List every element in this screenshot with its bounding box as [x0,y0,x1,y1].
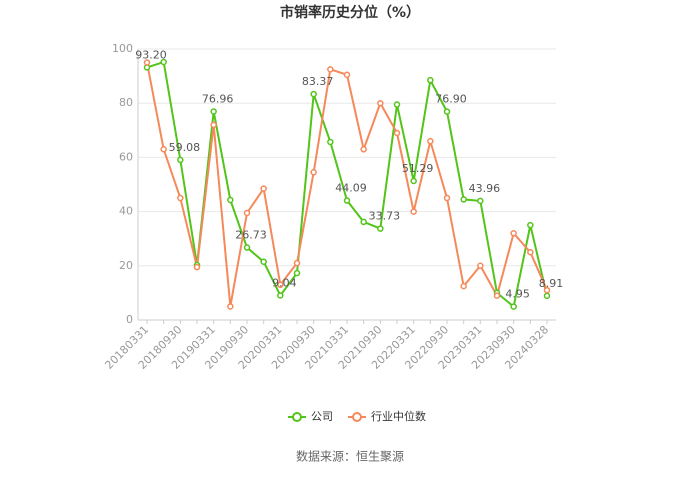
point [477,197,484,205]
point [477,262,484,270]
point [177,156,184,164]
point [410,208,417,215]
data-label: 76.90 [435,93,467,106]
point [460,196,467,203]
point [527,249,534,256]
point [393,129,401,137]
point [143,59,151,66]
data-label: 93.20 [135,48,167,61]
point [510,303,517,310]
point [377,99,384,107]
data-label: 44.09 [335,182,367,195]
point [310,169,317,176]
data-label: 43.96 [469,182,501,195]
point [343,197,351,204]
point [427,76,434,84]
legend-marker [292,412,302,422]
point [543,292,551,300]
point [310,90,317,98]
point [160,146,167,153]
data-label: 76.96 [202,92,234,105]
point [260,185,267,192]
data-label: 51.29 [402,162,434,175]
point [427,137,434,145]
point [360,146,367,153]
point [527,221,534,229]
point [510,230,517,237]
point [493,292,501,299]
chart-title: 市销率历史分位（%） [280,4,420,21]
point [160,58,167,66]
point [177,194,184,202]
data-label: 59.08 [169,141,201,154]
point [377,225,384,232]
point [277,281,284,289]
point [293,259,301,267]
point [327,138,334,146]
point [243,209,251,217]
point [343,71,351,78]
data-label: 4.95 [505,288,530,301]
y-tick-label: 20 [119,259,133,272]
data-label: 8.91 [539,277,564,290]
point [243,244,251,251]
legend-label: 公司 [311,410,333,423]
point [443,108,451,115]
source: 数据来源：恒生聚源 [296,449,404,464]
point [227,303,234,310]
point [293,269,301,277]
point [327,66,334,73]
legend-marker [352,412,362,422]
point [410,177,417,185]
point [393,101,401,108]
point [227,196,234,204]
point [460,282,467,290]
legend-label: 行业中位数 [371,409,426,423]
point [210,108,217,115]
data-label: 26.73 [235,229,267,242]
point [210,121,217,129]
y-tick-label: 0 [126,313,133,326]
data-label: 33.73 [369,210,401,223]
y-tick-label: 80 [119,96,133,109]
data-label: 9.04 [272,277,297,290]
y-tick-label: 60 [119,150,133,163]
y-tick-label: 100 [112,42,133,55]
point [260,258,267,265]
data-label: 83.37 [302,75,334,88]
point [193,263,201,271]
point [277,292,284,299]
point [360,218,367,226]
point [543,286,551,294]
y-tick-label: 40 [119,205,133,218]
point [443,194,451,202]
